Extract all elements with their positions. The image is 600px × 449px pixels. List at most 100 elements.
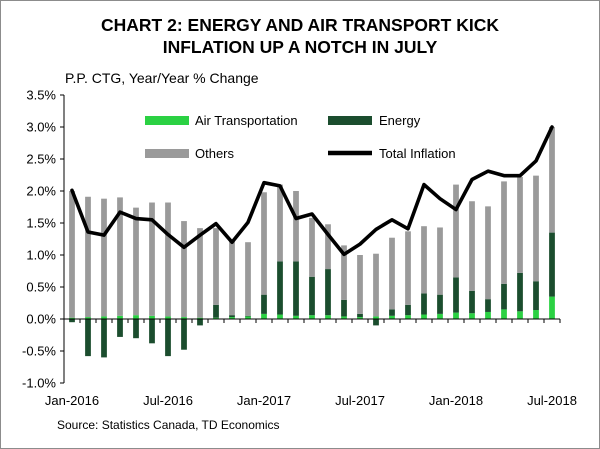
bar-others-jun-2018 <box>533 175 539 282</box>
line-layer <box>70 125 554 257</box>
y-tick-label: -1.0% <box>22 376 56 391</box>
bar-air-feb-2017 <box>277 314 283 319</box>
x-tick-label: Jul-2018 <box>527 393 577 408</box>
bar-others-may-2016 <box>133 207 139 316</box>
bar-air-apr-2018 <box>501 309 507 319</box>
bar-energy-jul-2016 <box>165 319 171 357</box>
bar-air-mar-2016 <box>101 316 107 319</box>
bar-others-jan-2018 <box>453 184 459 278</box>
chart-legend: Air Transportation Energy Others Total I… <box>145 113 456 161</box>
y-tick-label: 1.0% <box>26 248 56 263</box>
bar-air-may-2017 <box>325 315 331 319</box>
bar-air-nov-2016 <box>229 317 235 319</box>
bar-air-dec-2016 <box>245 316 251 319</box>
bar-others-oct-2017 <box>405 231 411 305</box>
bar-others-mar-2017 <box>293 191 299 262</box>
bar-air-apr-2017 <box>309 315 315 319</box>
bar-energy-apr-2017 <box>309 276 315 316</box>
bar-others-may-2018 <box>517 176 523 273</box>
bar-others-aug-2017 <box>373 253 379 317</box>
bar-air-apr-2016 <box>117 315 123 319</box>
bar-others-feb-2017 <box>277 184 283 262</box>
bar-energy-mar-2016 <box>101 319 107 358</box>
bar-others-mar-2018 <box>485 206 491 300</box>
x-tick-label: Jan-2016 <box>45 393 99 408</box>
bar-energy-jun-2017 <box>341 299 347 317</box>
bar-air-jun-2018 <box>533 310 539 319</box>
bar-others-aug-2016 <box>181 221 187 318</box>
bar-others-dec-2016 <box>245 242 251 316</box>
y-tick-label: -0.5% <box>22 344 56 359</box>
chart-source: Source: Statistics Canada, TD Economics <box>57 418 280 432</box>
bar-others-mar-2016 <box>101 198 107 317</box>
bar-energy-apr-2016 <box>117 319 123 337</box>
bar-air-nov-2017 <box>421 314 427 319</box>
bar-air-mar-2018 <box>485 311 491 319</box>
bar-others-nov-2017 <box>421 226 427 294</box>
bar-others-jan-2016 <box>69 191 75 318</box>
bar-air-oct-2016 <box>213 317 219 319</box>
bar-energy-may-2018 <box>517 272 523 312</box>
bar-others-feb-2016 <box>85 196 91 318</box>
bar-energy-oct-2016 <box>213 304 219 318</box>
bar-others-apr-2017 <box>309 217 315 277</box>
axis-layer: -1.0% -0.5% 0.0% 0.5% 1.0% 1.5% 2.0% 2.5% 3.0% 3.… <box>22 88 577 409</box>
chart-title-line-1: CHART 2: ENERGY AND AIR TRANSPORT KICK <box>101 15 499 35</box>
bar-energy-may-2016 <box>133 319 139 339</box>
x-tick-label: Jan-2018 <box>429 393 483 408</box>
bar-energy-feb-2017 <box>277 261 283 315</box>
bar-others-may-2017 <box>325 224 331 270</box>
bar-air-aug-2016 <box>181 317 187 319</box>
y-axis-label: P.P. CTG, Year/Year % Change <box>65 70 259 86</box>
bar-others-sep-2017 <box>389 237 395 310</box>
bar-others-sep-2016 <box>197 228 203 318</box>
bar-energy-jan-2016 <box>69 319 75 323</box>
y-tick-label: 1.5% <box>26 216 56 231</box>
bar-others-jan-2017 <box>261 192 267 295</box>
bars-layer <box>69 127 555 358</box>
bar-air-sep-2017 <box>389 315 395 319</box>
bar-energy-dec-2016 <box>245 315 251 317</box>
bar-air-feb-2016 <box>85 317 91 319</box>
bar-others-nov-2016 <box>229 241 235 316</box>
bar-air-feb-2018 <box>469 313 475 319</box>
bar-air-may-2016 <box>133 315 139 319</box>
bar-air-may-2018 <box>517 311 523 319</box>
bar-air-sep-2016 <box>197 317 203 319</box>
x-tick-label: Jul-2016 <box>143 393 193 408</box>
bar-energy-feb-2018 <box>469 290 475 314</box>
legend-label-others: Others <box>195 146 235 161</box>
bar-others-jul-2018 <box>549 127 555 233</box>
bar-air-jun-2017 <box>341 316 347 319</box>
y-tick-label: 3.0% <box>26 120 56 135</box>
bar-energy-jul-2018 <box>549 232 555 297</box>
chart-title-line-2: INFLATION UP A NOTCH IN JULY <box>163 37 438 57</box>
x-tick-label: Jul-2017 <box>335 393 385 408</box>
y-tick-label: 2.0% <box>26 184 56 199</box>
bar-energy-mar-2017 <box>293 261 299 316</box>
x-tick-label: Jan-2017 <box>237 393 291 408</box>
bar-energy-may-2017 <box>325 269 331 316</box>
bar-air-jul-2017 <box>357 317 363 319</box>
bar-others-jun-2016 <box>149 202 155 316</box>
bar-others-apr-2018 <box>501 181 507 284</box>
y-tick-label: 0.5% <box>26 280 56 295</box>
bar-energy-sep-2016 <box>197 319 203 326</box>
bar-air-mar-2017 <box>293 315 299 319</box>
legend-label-total-inflation: Total Inflation <box>379 146 456 161</box>
legend-swatch-others <box>145 149 189 158</box>
bar-air-jan-2018 <box>453 312 459 319</box>
bar-energy-jan-2017 <box>261 294 267 314</box>
bar-energy-aug-2017 <box>373 319 379 326</box>
bar-energy-oct-2017 <box>405 304 411 316</box>
y-tick-label: 2.5% <box>26 152 56 167</box>
bar-energy-sep-2017 <box>389 309 395 316</box>
bar-energy-jun-2016 <box>149 319 155 344</box>
bar-others-jul-2016 <box>165 202 171 317</box>
bar-energy-feb-2016 <box>85 319 91 357</box>
bar-energy-jun-2018 <box>533 281 539 311</box>
bar-air-jun-2016 <box>149 315 155 319</box>
legend-label-energy: Energy <box>379 113 421 128</box>
